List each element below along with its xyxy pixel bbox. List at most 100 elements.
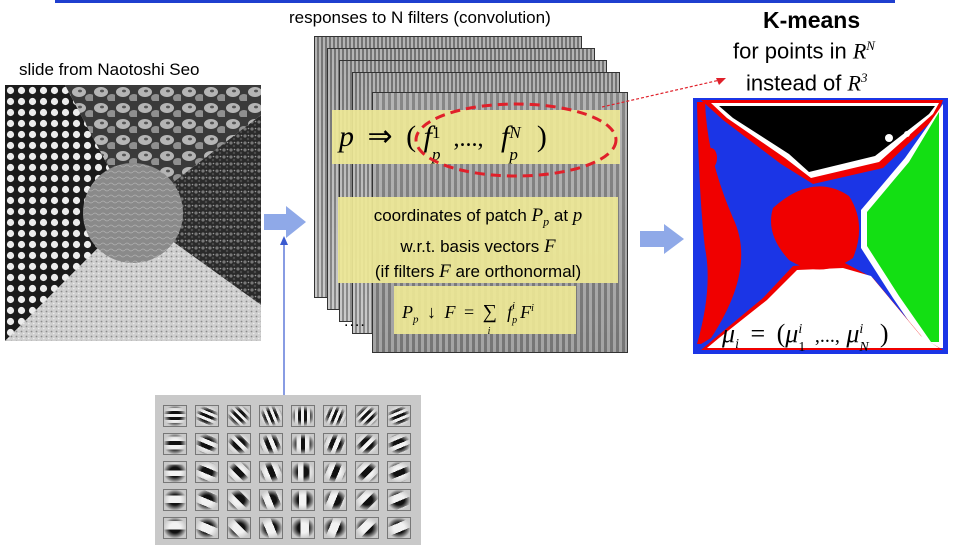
filter-thumbnail	[355, 405, 379, 427]
proj-Psub: p	[413, 313, 419, 326]
proj-eq: =	[464, 302, 475, 322]
proj-op: ↓	[427, 302, 436, 322]
mu-mu1-sub: 1	[798, 340, 806, 355]
mu-mu1-sup: i	[798, 322, 803, 337]
filter-thumbnail	[259, 433, 283, 455]
filter-thumbnail	[163, 489, 187, 511]
eq-arrow: ⇒	[367, 120, 393, 153]
texture-collage-image	[5, 85, 261, 341]
filter-thumbnail	[291, 517, 315, 539]
filter-thumbnail	[163, 433, 187, 455]
proj-P: P	[402, 302, 413, 322]
filter-thumbnail	[227, 433, 251, 455]
eq-p: p	[339, 120, 354, 153]
kmeans-line2-exp: N	[866, 38, 875, 53]
filter-thumbnail	[259, 517, 283, 539]
mu-close: )	[879, 319, 889, 348]
top-rule	[55, 0, 895, 3]
slide-credit: slide from Naotoshi Seo	[19, 60, 200, 79]
filter-thumbnail	[355, 461, 379, 483]
eq-fN: f	[500, 120, 510, 153]
filter-thumbnail	[291, 489, 315, 511]
filter-thumbnail	[355, 517, 379, 539]
coords-l3b: are orthonormal)	[450, 262, 582, 282]
kmeans-line2: for points in RN	[733, 38, 875, 64]
filter-thumbnail	[387, 405, 411, 427]
eq-fN-sup: N	[509, 123, 521, 142]
stack-ellipsis: ....	[344, 313, 366, 330]
coordinates-text: coordinates of patch Pp at p w.r.t. basi…	[338, 203, 618, 284]
filter-thumbnail	[227, 405, 251, 427]
filter-thumbnail	[163, 461, 187, 483]
projection-equation: Pp ↓ F = ∑ i f i p Fi	[402, 292, 534, 337]
mu-sub: i	[735, 337, 739, 353]
kmeans-line2-var: R	[852, 38, 867, 64]
coords-l1b: at	[549, 206, 573, 225]
proj-F2: F	[520, 302, 532, 322]
coords-l2-F: F	[544, 236, 556, 258]
mu-mu: μ	[722, 319, 736, 348]
proj-F: F	[444, 302, 456, 322]
mu-sep: ,...,	[814, 325, 840, 347]
filter-thumbnail	[323, 517, 347, 539]
filter-thumbnail	[227, 517, 251, 539]
kmeans-line2-text: for points in	[733, 38, 853, 64]
kmeans-line3-var: R	[847, 70, 861, 96]
mu-eq: =	[750, 319, 766, 348]
right-arrow-icon	[264, 206, 306, 238]
eq-open: (	[406, 120, 417, 153]
proj-sum-sub: i	[487, 326, 491, 337]
kmeans-segmentation-image	[693, 98, 948, 354]
filter-thumbnail	[323, 461, 347, 483]
filter-thumbnail	[291, 461, 315, 483]
mu-muN-sub: N	[859, 340, 869, 355]
filter-thumbnail	[195, 405, 219, 427]
filter-thumbnail	[259, 461, 283, 483]
feature-vector-ellipse	[414, 102, 618, 178]
filter-thumbnail	[163, 405, 187, 427]
filter-thumbnail	[259, 489, 283, 511]
kmeans-line3-exp: 3	[860, 70, 868, 85]
filter-thumbnail	[291, 405, 315, 427]
filter-thumbnail	[195, 489, 219, 511]
kmeans-connector	[601, 78, 726, 108]
eq-f1-sup: 1	[431, 123, 441, 142]
filter-thumbnail	[387, 517, 411, 539]
coords-l3-F: F	[439, 261, 451, 283]
eq-f1-sub: p	[431, 145, 441, 164]
proj-F2-sup: i	[531, 303, 534, 314]
eq-fN-sub: p	[509, 145, 518, 164]
coords-l1a: coordinates of patch	[373, 206, 532, 225]
coords-l1-p: p	[572, 205, 583, 226]
filter-thumbnail	[387, 433, 411, 455]
filter-thumbnail	[163, 517, 187, 539]
filter-thumbnail	[195, 517, 219, 539]
coords-l1-Psub: p	[543, 214, 550, 229]
proj-f-sup: i	[512, 301, 515, 312]
projection-box	[394, 286, 576, 334]
eq-close: )	[536, 120, 547, 153]
filter-thumbnail	[323, 405, 347, 427]
kmeans-line3-text: instead of	[746, 70, 848, 96]
right-arrow-icon-2	[640, 224, 684, 254]
kmeans-line3: instead of R3	[746, 70, 867, 96]
filter-thumbnail	[227, 489, 251, 511]
feature-vector-box	[332, 110, 620, 164]
eq-f1: f	[423, 120, 432, 153]
mu-open: (	[776, 319, 786, 348]
mu-mu1: μ	[785, 319, 799, 348]
filter-bank-connector	[280, 236, 288, 398]
coords-l3a: (if filters	[374, 262, 440, 282]
coords-l1-P: P	[531, 205, 544, 226]
mu-muN-sup: i	[859, 322, 864, 337]
proj-f-sub: p	[512, 315, 518, 326]
responses-title: responses to N filters (convolution)	[289, 8, 551, 27]
filter-thumbnail	[355, 489, 379, 511]
proj-f: f	[507, 302, 513, 322]
coords-l2a: w.r.t. basis vectors	[400, 237, 544, 257]
filter-thumbnail	[387, 461, 411, 483]
mu-muN: μ	[846, 319, 860, 348]
filter-thumbnail	[355, 433, 379, 455]
filter-thumbnail	[259, 405, 283, 427]
